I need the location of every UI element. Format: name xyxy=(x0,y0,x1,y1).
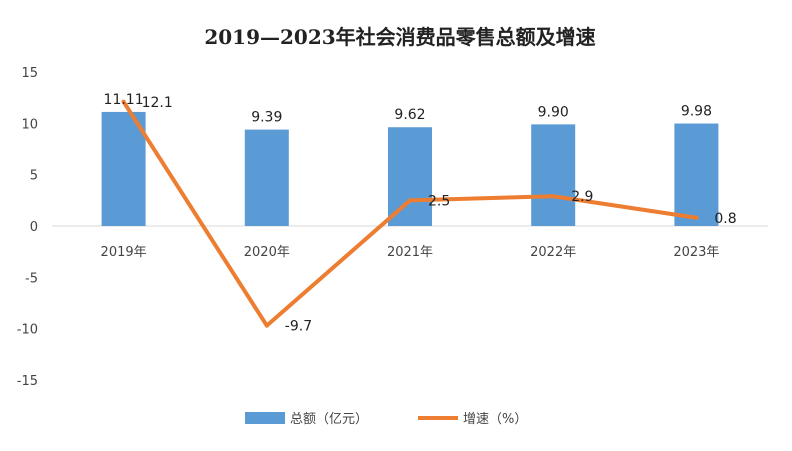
x-category-label: 2022年 xyxy=(530,245,576,260)
bar xyxy=(101,111,146,226)
line-data-label: 0.8 xyxy=(714,211,736,227)
y-tick-label: 15 xyxy=(21,66,38,81)
y-tick-label: -10 xyxy=(17,323,38,338)
line-point xyxy=(408,198,412,203)
x-category-label: 2023年 xyxy=(673,245,719,260)
x-category-label: 2019年 xyxy=(101,245,147,260)
line-point xyxy=(551,194,556,199)
line-point xyxy=(121,99,126,104)
x-category-label: 2021年 xyxy=(387,245,433,260)
line-point xyxy=(694,215,699,220)
bar xyxy=(531,124,576,226)
y-tick-label: -15 xyxy=(17,374,38,389)
y-tick-label: -5 xyxy=(25,271,38,286)
legend-swatch-bar xyxy=(245,412,285,424)
legend: 总额（亿元） 增速（%） xyxy=(245,412,527,427)
line-point xyxy=(264,323,269,328)
bar-data-label: 9.62 xyxy=(394,107,425,123)
line-data-label: 12.1 xyxy=(142,95,173,111)
bar-data-label: 11.11 xyxy=(104,92,144,108)
bar-data-label: 9.39 xyxy=(251,110,282,126)
bar-series xyxy=(101,111,719,226)
line-data-labels: 12.1 -9.7 2.5 2.9 0.8 xyxy=(142,95,737,335)
y-tick-label: 10 xyxy=(21,117,38,132)
bar xyxy=(388,127,432,226)
line-data-label: 2.9 xyxy=(571,189,593,205)
bar-data-labels: 11.11 9.39 9.62 9.90 9.98 xyxy=(104,92,712,126)
y-tick-label: 5 xyxy=(30,169,38,184)
bar-data-label: 9.90 xyxy=(538,104,569,120)
bar xyxy=(244,129,289,226)
bar xyxy=(674,123,719,226)
x-category-label: 2020年 xyxy=(244,245,290,260)
bar-data-label: 9.98 xyxy=(681,104,712,120)
chart-title: 2019—2023年社会消费品零售总额及增速 xyxy=(204,25,595,49)
x-axis-categories: 2019年 2020年 2021年 2022年 2023年 xyxy=(101,245,720,260)
legend-label-bar: 总额（亿元） xyxy=(290,412,368,427)
line-data-label: -9.7 xyxy=(285,319,312,335)
line-series xyxy=(121,99,699,328)
legend-label-line: 增速（%） xyxy=(463,412,527,427)
y-tick-label: 0 xyxy=(30,220,38,235)
y-axis: 15 10 5 0 -5 -10 -15 xyxy=(17,66,38,389)
line-data-label: 2.5 xyxy=(428,193,450,209)
